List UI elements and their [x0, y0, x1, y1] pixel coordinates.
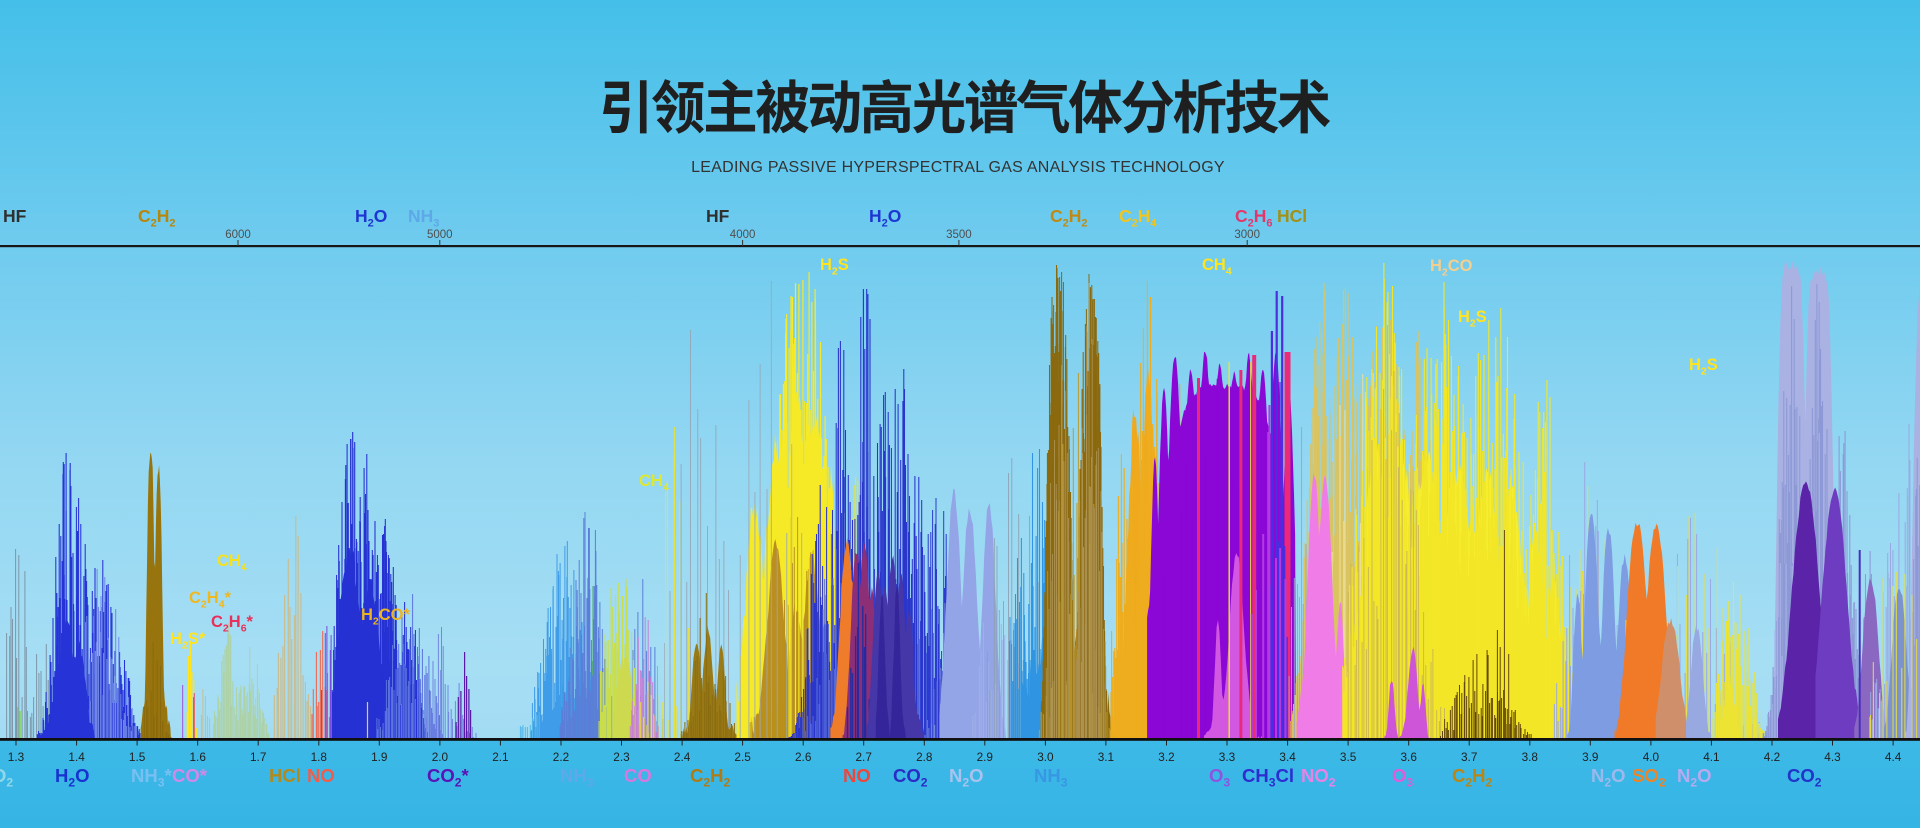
svg-text:HCl: HCl	[1277, 206, 1307, 226]
svg-text:O3​: O3​	[1209, 765, 1230, 790]
svg-text:1.7: 1.7	[250, 750, 266, 764]
svg-text:2.8: 2.8	[916, 750, 933, 764]
svg-text:2.2: 2.2	[553, 750, 569, 764]
svg-text:3.2: 3.2	[1158, 750, 1174, 764]
svg-text:NO: NO	[307, 765, 335, 786]
svg-text:C2​H4​: C2​H4​	[1119, 206, 1157, 230]
svg-text:2.7: 2.7	[855, 750, 871, 764]
svg-text:CH4​: CH4​	[1202, 256, 1232, 278]
svg-text:3.7: 3.7	[1461, 750, 1477, 764]
svg-text:N2​O: N2​O	[949, 765, 984, 790]
svg-text:NH3​: NH3​	[408, 206, 439, 230]
svg-text:5000: 5000	[427, 229, 453, 241]
svg-text:1.5: 1.5	[129, 750, 146, 764]
svg-text:CO*: CO*	[172, 765, 208, 786]
svg-text:NO2​: NO2​	[1301, 765, 1336, 790]
svg-text:6000: 6000	[225, 229, 251, 241]
svg-text:HF: HF	[706, 206, 730, 226]
svg-text:C2​H6​*: C2​H6​*	[211, 613, 254, 635]
svg-text:C2​H2​: C2​H2​	[690, 765, 731, 790]
svg-text:H2​O: H2​O	[869, 206, 901, 230]
svg-text:2.0: 2.0	[432, 750, 449, 764]
svg-text:C2​H2​: C2​H2​	[138, 206, 176, 230]
svg-text:3.3: 3.3	[1219, 750, 1236, 764]
svg-text:1.9: 1.9	[371, 750, 387, 764]
svg-text:4.2: 4.2	[1764, 750, 1780, 764]
svg-text:4.3: 4.3	[1824, 750, 1841, 764]
svg-text:2.1: 2.1	[492, 750, 508, 764]
svg-text:H2​S: H2​S	[1458, 308, 1487, 330]
svg-text:H2​S: H2​S	[820, 256, 849, 278]
svg-text:NO: NO	[843, 765, 871, 786]
svg-text:C2​H2​: C2​H2​	[1050, 206, 1088, 230]
svg-text:3.8: 3.8	[1522, 750, 1539, 764]
svg-text:3500: 3500	[946, 229, 972, 241]
svg-text:2.9: 2.9	[977, 750, 993, 764]
svg-text:CH4​: CH4​	[639, 472, 669, 494]
svg-text:3.1: 3.1	[1098, 750, 1114, 764]
svg-text:3.9: 3.9	[1582, 750, 1598, 764]
svg-text:HF: HF	[3, 206, 27, 226]
svg-text:LEADING PASSIVE HYPERSPECTRAL: LEADING PASSIVE HYPERSPECTRAL GAS ANALYS…	[691, 159, 1225, 176]
svg-text:HCl: HCl	[269, 765, 301, 786]
svg-text:NH3​*: NH3​*	[131, 765, 173, 790]
svg-text:1.4: 1.4	[68, 750, 85, 764]
svg-text:H2​O: H2​O	[55, 765, 90, 790]
svg-text:N2​O: N2​O	[1591, 765, 1626, 790]
svg-text:2.6: 2.6	[795, 750, 812, 764]
svg-text:H2​S*: H2​S*	[170, 630, 206, 652]
svg-text:C2​H2​: C2​H2​	[1452, 765, 1493, 790]
svg-text:2.3: 2.3	[613, 750, 630, 764]
svg-text:CO2​: CO2​	[1787, 765, 1822, 790]
svg-text:H2​CO: H2​CO	[1430, 257, 1473, 279]
svg-text:H2​CO*: H2​CO*	[361, 606, 411, 628]
svg-text:H2​O: H2​O	[355, 206, 387, 230]
svg-text:CO: CO	[624, 765, 652, 786]
svg-text:4.0: 4.0	[1643, 750, 1660, 764]
svg-text:3.0: 3.0	[1037, 750, 1054, 764]
svg-text:4000: 4000	[730, 229, 756, 241]
svg-text:SO2​: SO2​	[1632, 765, 1666, 790]
svg-text:3.5: 3.5	[1340, 750, 1357, 764]
svg-text:3.6: 3.6	[1400, 750, 1417, 764]
svg-text:CH3​Cl: CH3​Cl	[1242, 765, 1294, 790]
svg-text:CO2​*: CO2​*	[427, 765, 470, 790]
svg-text:1.6: 1.6	[189, 750, 206, 764]
svg-text:4.1: 4.1	[1703, 750, 1719, 764]
svg-text:2.5: 2.5	[734, 750, 751, 764]
svg-text:C2​H6​: C2​H6​	[1235, 206, 1273, 230]
svg-text:CH4​: CH4​	[217, 552, 247, 574]
svg-text:4.4: 4.4	[1885, 750, 1902, 764]
svg-text:1.3: 1.3	[8, 750, 25, 764]
svg-text:3000: 3000	[1234, 229, 1260, 241]
svg-text:H2​S: H2​S	[1689, 356, 1718, 378]
svg-text:NH3​: NH3​	[1034, 765, 1068, 790]
svg-text:3.4: 3.4	[1279, 750, 1296, 764]
svg-text:C2​H4​*: C2​H4​*	[189, 589, 232, 611]
svg-text:CO2​: CO2​	[893, 765, 928, 790]
svg-text:NH3​: NH3​	[560, 765, 594, 790]
svg-text:2.4: 2.4	[674, 750, 691, 764]
svg-text:1.8: 1.8	[311, 750, 328, 764]
svg-text:O2​: O2​	[0, 765, 13, 790]
svg-text:N2​O: N2​O	[1677, 765, 1712, 790]
svg-text:O3​: O3​	[1392, 765, 1413, 790]
